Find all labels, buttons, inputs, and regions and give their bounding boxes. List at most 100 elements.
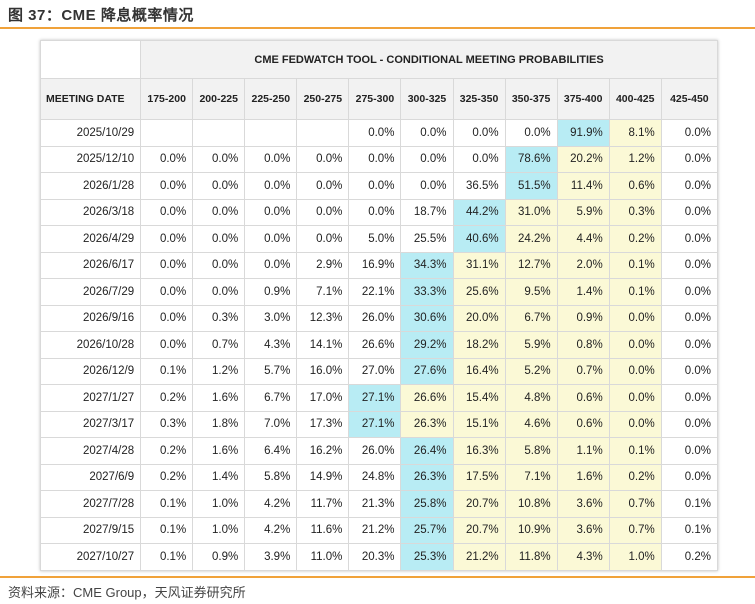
probability-cell: 0.0% [140,304,194,332]
probability-cell: 0.0% [296,198,350,226]
probability-cell: 5.0% [348,225,402,253]
probability-cell: 0.1% [608,278,662,306]
probability-cell: 11.6% [296,516,350,544]
probability-cell: 3.6% [556,516,610,544]
meeting-date-cell: 2026/4/29 [39,225,142,253]
probability-cell: 11.7% [296,490,350,518]
probability-cell: 25.6% [452,278,506,306]
table-corner-cell [39,40,142,79]
probability-cell: 0.0% [660,198,719,226]
probability-cell: 6.4% [244,437,298,465]
probability-cell: 0.0% [660,384,719,412]
probability-cell: 3.9% [244,543,298,571]
probability-cell: 20.7% [452,490,506,518]
probability-cell: 4.3% [244,331,298,359]
probability-cell: 0.0% [660,437,719,465]
probability-cell: 11.0% [296,543,350,571]
probability-cell: 0.0% [192,278,246,306]
probability-cell: 0.0% [608,384,662,412]
table-row: 2027/3/17 0.3% 1.8% 7.0% 17.3% 27.1% 26.3% 15.1… [39,410,719,438]
probability-cell: 21.2% [452,543,506,571]
probability-cell: 1.6% [192,384,246,412]
probability-cell: 12.3% [296,304,350,332]
probability-cell: 0.0% [660,357,719,385]
probability-cell: 0.0% [140,172,194,200]
probability-cell: 16.3% [452,437,506,465]
probability-cell: 0.0% [608,331,662,359]
probability-cell: 24.8% [348,463,402,491]
probability-cell: 0.1% [660,516,719,544]
probability-cell: 0.1% [140,543,194,571]
probability-cell: 31.0% [504,198,558,226]
probability-cell: 21.2% [348,516,402,544]
probability-cell: 18.2% [452,331,506,359]
probability-cell: 0.0% [452,145,506,173]
probability-cell: 31.1% [452,251,506,279]
probability-cell: 0.9% [556,304,610,332]
probability-cell: 0.0% [244,225,298,253]
probability-cell: 0.3% [140,410,194,438]
probability-cell: 22.1% [348,278,402,306]
probability-cell: 0.0% [608,304,662,332]
probability-cell: 5.7% [244,357,298,385]
probability-cell: 0.0% [660,172,719,200]
probability-cell: 0.0% [296,225,350,253]
probability-cell: 0.0% [504,119,558,147]
probability-cell: 5.8% [504,437,558,465]
probability-cell: 0.1% [608,437,662,465]
probability-cell: 1.4% [556,278,610,306]
probability-cell: 0.0% [348,119,402,147]
meeting-date-cell: 2026/7/29 [39,278,142,306]
probability-cell: 0.0% [348,145,402,173]
meeting-date-cell: 2026/6/17 [39,251,142,279]
probability-cell [244,119,298,147]
probability-cell: 0.0% [140,278,194,306]
probability-cell: 0.2% [140,437,194,465]
table-row: 2027/7/28 0.1% 1.0% 4.2% 11.7% 21.3% 25.8% 20.7… [39,490,719,518]
probability-cell: 26.0% [348,304,402,332]
row-header-label: MEETING DATE [39,78,142,120]
meeting-date-cell: 2026/10/28 [39,331,142,359]
probability-cell: 17.3% [296,410,350,438]
probability-cell: 0.7% [608,490,662,518]
probability-cell: 0.0% [660,251,719,279]
probability-cell: 78.6% [504,145,558,173]
probability-cell: 1.0% [608,543,662,571]
probability-cell: 0.0% [140,225,194,253]
probability-cell: 5.2% [504,357,558,385]
probability-cell: 0.0% [348,172,402,200]
probability-cell: 0.0% [140,145,194,173]
meeting-date-cell: 2026/1/28 [39,172,142,200]
column-header-row: MEETING DATE 175-200 200-225 225-250 250-27… [39,78,719,120]
fedwatch-table: CME FEDWATCH TOOL - CONDITIONAL MEETING … [39,40,719,571]
probability-cell: 27.6% [400,357,454,385]
probability-cell: 26.0% [348,437,402,465]
probability-cell: 0.2% [140,384,194,412]
probability-cell: 0.6% [608,172,662,200]
probability-cell: 26.6% [348,331,402,359]
probability-cell: 0.7% [608,516,662,544]
probability-cell: 0.0% [296,145,350,173]
probability-cell: 15.4% [452,384,506,412]
probability-cell: 0.0% [244,251,298,279]
table-row: 2027/4/28 0.2% 1.6% 6.4% 16.2% 26.0% 26.4% 16.3… [39,437,719,465]
probability-cell: 3.0% [244,304,298,332]
column-header: 250-275 [296,78,350,120]
probability-cell: 0.0% [660,119,719,147]
column-header: 350-375 [504,78,558,120]
probability-cell: 0.2% [608,225,662,253]
probability-cell: 7.1% [504,463,558,491]
probability-cell: 16.2% [296,437,350,465]
probability-cell: 0.3% [192,304,246,332]
column-header: 225-250 [244,78,298,120]
probability-cell: 0.0% [400,145,454,173]
meeting-date-cell: 2025/12/10 [39,145,142,173]
probability-cell: 1.1% [556,437,610,465]
table-title-row: CME FEDWATCH TOOL - CONDITIONAL MEETING … [39,40,718,79]
probability-cell: 1.6% [556,463,610,491]
probability-cell: 40.6% [452,225,506,253]
probability-cell: 0.9% [192,543,246,571]
column-header: 275-300 [348,78,402,120]
probability-cell: 0.0% [660,304,719,332]
probability-cell: 0.0% [244,172,298,200]
